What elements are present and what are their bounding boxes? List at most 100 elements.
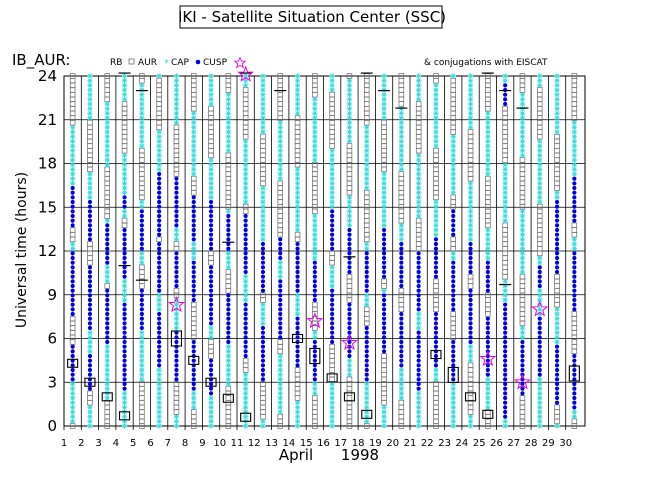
cap-point [104,143,110,149]
cusp-point [347,241,352,247]
cap-point [294,204,301,210]
cap-point [364,124,370,130]
cusp-point [87,372,93,377]
aur-point [502,222,508,229]
cap-point [346,115,353,121]
cap-point [87,344,93,350]
cusp-point [139,227,144,233]
cusp-point [87,274,93,279]
aur-point [225,194,232,201]
cusp-point [503,367,508,373]
aur-point [191,96,197,103]
cusp-point [347,260,352,265]
y-tick-label: 0 [47,417,57,435]
aur-point [554,413,560,420]
aur-point [519,194,526,201]
cusp-point [312,260,317,265]
cap-point [537,376,543,382]
cusp-point [278,316,283,321]
cusp-point [295,349,300,354]
cusp-point [416,288,421,293]
cap-point [450,423,456,429]
cap-point [398,157,404,163]
cap-point [243,157,249,163]
cap-point [294,82,301,88]
cusp-point [260,330,266,335]
cap-point [156,73,162,79]
cusp-point [381,246,387,251]
cap-point [104,218,110,224]
cap-point [156,302,162,308]
aur-point [173,171,180,177]
cap-point [519,138,526,144]
cusp-point [157,358,162,363]
cusp-point [243,269,248,275]
cap-point [312,390,318,396]
cap-point [156,386,162,392]
cusp-point [139,321,144,326]
cusp-point [503,414,508,419]
cusp-point [157,195,162,200]
aur-point [433,189,439,196]
cap-point [329,185,335,191]
cusp-point [451,279,456,284]
cusp-point [503,377,508,382]
aur-point [364,311,370,317]
cusp-point [122,302,127,307]
cusp-point [105,293,110,298]
cap-point [554,320,560,326]
cap-point [277,362,283,368]
x-tick-label: 1 [61,438,67,449]
cap-point [243,278,249,284]
cap-point [243,166,249,172]
aur-point [277,418,284,425]
eiscat-conjugation-star [237,65,255,82]
cap-point [450,404,456,410]
aur-point [450,241,457,247]
aur-point [364,236,370,243]
aur-point [502,133,508,140]
cusp-point [295,251,300,256]
aur-point [519,315,526,322]
aur-point [225,157,232,163]
cap-point [156,409,162,415]
cusp-point [208,367,214,373]
cusp-point [364,344,369,349]
cap-point [260,302,266,308]
cusp-point [330,213,335,219]
cap-point [502,171,508,177]
cusp-point [347,321,352,326]
cap-point [519,218,526,224]
aur-point [139,418,145,425]
aur-point [415,124,422,131]
aur-point [536,208,543,215]
cap-point [519,241,526,247]
aur-point [415,143,422,149]
cap-point [364,381,370,387]
cap-point [467,204,474,210]
cap-point [243,73,249,79]
cap-point [416,390,422,396]
cusp-point [295,330,300,335]
aur-point [329,376,335,383]
cap-point [364,180,370,186]
cusp-point [157,269,162,275]
cusp-point [191,237,196,242]
cusp-point [70,251,75,256]
aur-point [294,161,301,168]
aur-point [191,311,197,317]
cap-point [329,390,335,396]
aur-point [277,180,284,187]
cap-point [467,124,474,130]
cap-point [312,381,318,387]
cap-point [121,278,128,284]
cusp-point [364,265,369,270]
aur-point [571,91,578,98]
cap-point [346,129,353,135]
cap-point [243,395,249,401]
cap-point [450,386,456,392]
cusp-point [295,358,300,363]
cusp-point [260,288,266,293]
aur-point [69,110,76,117]
cusp-point [105,335,110,340]
